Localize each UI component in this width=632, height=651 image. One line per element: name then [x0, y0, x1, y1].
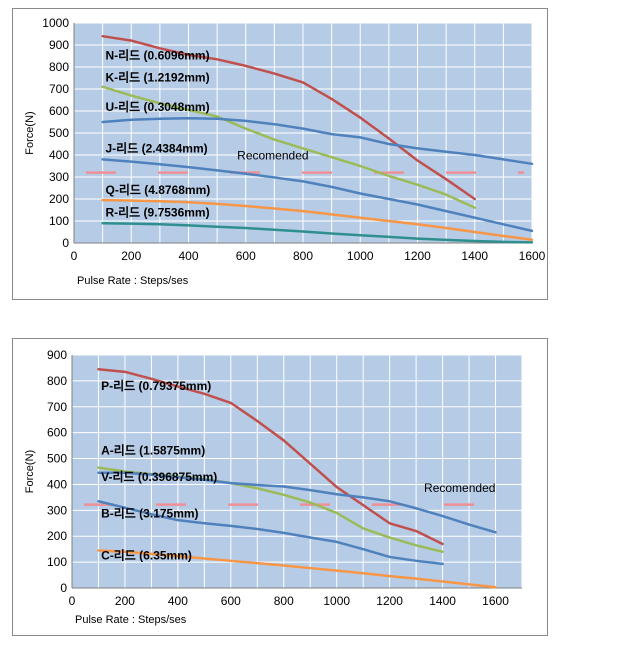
y-tick-label: 400	[47, 477, 67, 491]
chart-1: 0 100 200 300 400 500 600 700 800 900 1000 0 200 400 6…	[24, 16, 546, 287]
series-line	[101, 85, 476, 210]
series-label: P-리드 (0.79375mm)	[101, 378, 211, 393]
y-tick-label: 500	[47, 452, 67, 466]
annotation-recommended: Recomended	[237, 148, 308, 162]
y-tick-label: 700	[47, 400, 67, 414]
series-label: R-리드 (9.7536mm)	[105, 205, 209, 220]
y-tick-label: 600	[49, 104, 69, 118]
y-tick-label: 800	[47, 374, 67, 388]
x-tick-label: 800	[293, 249, 313, 263]
x-tick-label: 200	[121, 249, 141, 263]
y-tick-label: 500	[49, 126, 69, 140]
x-tick-label: 400	[178, 249, 198, 263]
series-label: U-리드 (0.3048mm)	[105, 99, 209, 114]
series-label: C-리드 (6.35mm)	[101, 548, 192, 563]
series-line	[97, 471, 497, 534]
chart-panel-2: 0 100 200 300 400 500 600 700 800 900 0 200 400 600 80…	[12, 338, 548, 636]
series-line	[97, 500, 444, 566]
x-tick-label: 1600	[519, 249, 546, 263]
series-line	[97, 549, 497, 589]
x-tick-label: 1000	[323, 594, 350, 608]
x-tick-label: 600	[221, 594, 241, 608]
x-tick-label: 1600	[482, 594, 509, 608]
series-line	[101, 34, 476, 201]
y-tick-label: 300	[47, 503, 67, 517]
x-tick-label: 1000	[347, 249, 374, 263]
series-line	[101, 198, 534, 241]
x-tick-label: 200	[115, 594, 135, 608]
x-tick-label: 400	[168, 594, 188, 608]
x-tick-label: 0	[71, 249, 78, 263]
x-tick-label: 800	[274, 594, 294, 608]
y-tick-label: 900	[47, 348, 67, 362]
x-axis-label: Pulse Rate : Steps/ses	[75, 614, 187, 626]
y-tick-label: 400	[49, 148, 69, 162]
x-axis-label: Pulse Rate : Steps/ses	[77, 275, 189, 287]
series-label: Q-리드 (4.8768mm)	[105, 182, 210, 197]
y-tick-label: 0	[60, 581, 67, 595]
x-tick-label: 1400	[461, 249, 488, 263]
y-tick-label: 100	[47, 555, 67, 569]
y-tick-label: 600	[47, 426, 67, 440]
series-label: B-리드 (3.175mm)	[101, 506, 198, 521]
series-line	[101, 117, 534, 166]
series-line	[101, 158, 534, 233]
series-label: A-리드 (1.5875mm)	[101, 443, 205, 458]
y-tick-label: 100	[49, 214, 69, 228]
series-line	[101, 221, 534, 244]
y-axis-label: Force(N)	[24, 450, 36, 493]
x-tick-label: 1200	[376, 594, 403, 608]
y-tick-label: 0	[62, 236, 69, 250]
y-tick-label: 800	[49, 60, 69, 74]
series-label: J-리드 (2.4384mm)	[105, 140, 207, 155]
annotation-recommended: Recomended	[424, 481, 495, 495]
y-tick-label: 200	[49, 192, 69, 206]
series-label: V-리드 (0.396875mm)	[101, 469, 217, 484]
y-tick-label: 200	[47, 529, 67, 543]
series-line	[97, 367, 444, 546]
series-label: K-리드 (1.2192mm)	[105, 69, 209, 84]
y-tick-label: 1000	[42, 16, 69, 30]
x-tick-label: 1200	[404, 249, 431, 263]
series-label: N-리드 (0.6096mm)	[105, 47, 209, 62]
y-tick-label: 300	[49, 170, 69, 184]
x-tick-label: 1400	[429, 594, 456, 608]
y-tick-label: 700	[49, 82, 69, 96]
plot-area	[72, 355, 522, 588]
y-axis-label: Force(N)	[24, 111, 36, 154]
x-tick-label: 0	[69, 594, 76, 608]
x-tick-label: 600	[236, 249, 256, 263]
y-tick-label: 900	[49, 38, 69, 52]
chart-2: 0 100 200 300 400 500 600 700 800 900 0 200 400 600 80…	[24, 348, 523, 626]
chart-panel-1: 0 100 200 300 400 500 600 700 800 900 1000 0 200 400 6…	[12, 8, 548, 300]
